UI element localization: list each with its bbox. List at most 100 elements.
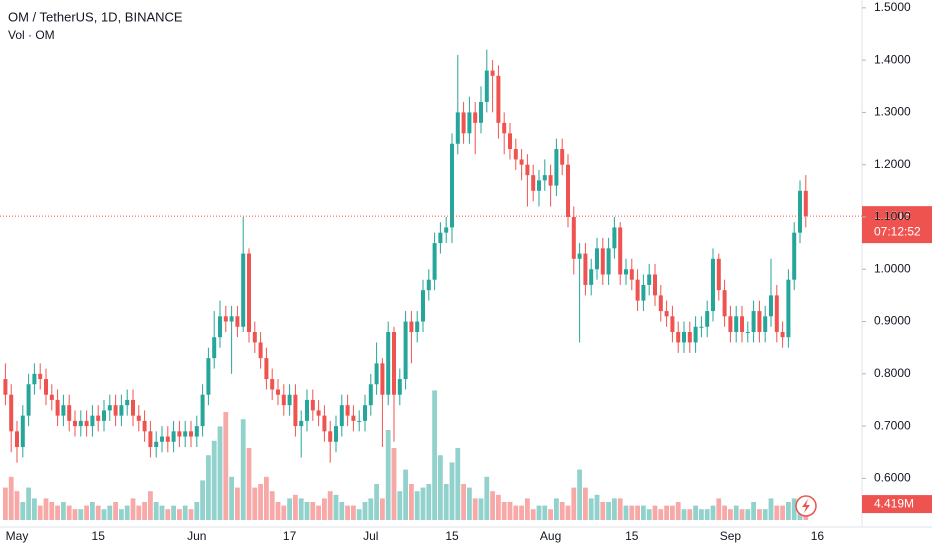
candle-body	[78, 420, 83, 427]
candle-body	[241, 253, 246, 327]
volume-bar	[310, 502, 316, 520]
candle-body	[136, 415, 141, 421]
candle-body	[728, 316, 733, 332]
volume-bar	[443, 484, 449, 520]
volume-bar	[745, 509, 751, 520]
y-tick-label: 0.8000	[874, 366, 911, 380]
x-tick-label: 16	[811, 529, 825, 543]
candle-body	[281, 394, 286, 406]
volume-bar	[791, 498, 797, 520]
volume-bar	[658, 509, 664, 520]
volume-bar	[768, 498, 774, 520]
volume-bar	[84, 505, 89, 520]
volume-bar	[258, 484, 263, 520]
volume-bar	[530, 509, 536, 520]
candle-body	[102, 410, 106, 421]
candle-body	[693, 326, 698, 343]
candle-body	[229, 316, 234, 322]
volume-bar	[14, 491, 20, 520]
candle-body	[131, 399, 135, 416]
candle-body	[392, 331, 396, 395]
candle-body	[61, 405, 66, 416]
volume-bar	[333, 494, 339, 520]
candle-body	[774, 295, 779, 332]
volume-bar	[61, 502, 66, 520]
x-tick-label: Aug	[540, 529, 561, 543]
candle-body	[612, 227, 617, 249]
volume-bar	[716, 498, 722, 520]
volume-bar	[583, 487, 588, 520]
volume-bar	[281, 505, 287, 520]
x-tick-label: 15	[625, 529, 639, 543]
candle-body	[84, 420, 89, 427]
candle-body	[508, 133, 512, 150]
volume-bar	[548, 509, 553, 520]
candle-body	[9, 394, 14, 432]
volume-bar	[739, 509, 745, 520]
candle-body	[502, 122, 507, 134]
candle-body	[119, 405, 124, 416]
y-tick-label: 1.2000	[874, 157, 911, 171]
volume-bar	[467, 487, 472, 520]
candle-body	[339, 405, 344, 427]
volume-bar	[501, 502, 507, 520]
volume-bar	[641, 505, 646, 520]
candle-body	[421, 290, 425, 322]
volume-bar	[728, 509, 733, 520]
volume-bar	[171, 505, 176, 520]
candle-body	[90, 415, 95, 427]
volume-bar	[617, 498, 623, 520]
candle-body	[542, 175, 547, 181]
countdown-label: 07:12:52	[874, 224, 921, 238]
volume-bar	[629, 505, 635, 520]
volume-bar	[298, 498, 304, 520]
volume-bar	[264, 476, 269, 520]
candle-body	[548, 175, 553, 186]
candle-body	[595, 248, 599, 270]
volume-legend: Vol · OM	[8, 28, 55, 42]
candle-body	[496, 75, 501, 123]
volume-bar	[269, 491, 275, 520]
candle-body	[235, 316, 240, 327]
chart-title: OM / TetherUS, 1D, BINANCE	[8, 9, 183, 24]
candle-body	[618, 227, 623, 275]
volume-bar	[304, 502, 310, 520]
candle-body	[142, 420, 147, 432]
volume-bar	[420, 487, 426, 520]
volume-bar	[55, 505, 60, 520]
candle-body	[757, 311, 762, 332]
candle-body	[49, 394, 54, 400]
candle-body	[426, 279, 431, 291]
candle-body	[32, 373, 37, 385]
candle-body	[670, 316, 675, 332]
x-tick-label: Jul	[363, 529, 378, 543]
volume-bar	[345, 505, 350, 520]
volume-bar	[757, 509, 762, 520]
volume-bar	[78, 509, 84, 520]
candle-body	[183, 431, 188, 437]
candle-body	[641, 284, 646, 301]
candle-body	[490, 70, 495, 76]
candle-body	[107, 405, 112, 411]
volume-bar	[101, 509, 107, 520]
candle-body	[734, 316, 739, 332]
candle-body	[351, 415, 356, 421]
candle-body	[380, 363, 385, 395]
volume-bar	[20, 502, 26, 520]
y-tick-label: 0.9000	[874, 314, 911, 328]
volume-bar	[246, 448, 252, 520]
candle-body	[647, 274, 652, 285]
candle-body	[125, 399, 130, 406]
candle-body	[194, 426, 199, 437]
volume-bar	[351, 505, 356, 520]
candle-body	[560, 149, 565, 165]
y-tick-label: 0.7000	[874, 418, 911, 432]
volume-bar	[380, 498, 385, 520]
y-tick-label: 1.4000	[874, 52, 911, 66]
volume-bar	[153, 502, 159, 520]
volume-bar	[519, 505, 524, 520]
volume-bar	[670, 505, 675, 520]
volume-bar	[293, 494, 298, 520]
candle-body	[345, 405, 350, 416]
